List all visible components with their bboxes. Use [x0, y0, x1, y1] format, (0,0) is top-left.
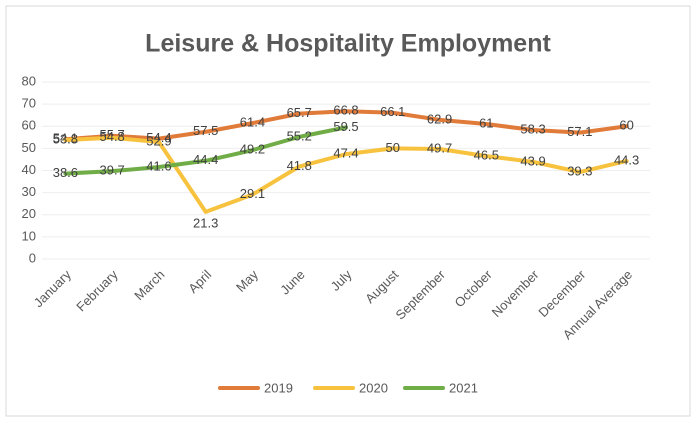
y-tick-label: 80 [22, 73, 36, 88]
data-label: 61 [479, 115, 493, 130]
legend-label: 2021 [449, 380, 478, 395]
data-label: 43.9 [520, 153, 545, 168]
y-tick-label: 20 [22, 206, 36, 221]
chart-title: Leisure & Hospitality Employment [145, 30, 551, 58]
data-label: 49.2 [240, 142, 265, 157]
y-tick-label: 40 [22, 162, 36, 177]
data-label: 46.5 [474, 148, 499, 163]
data-label: 54.8 [99, 129, 124, 144]
series-line [63, 135, 629, 214]
data-label: 65.7 [287, 105, 312, 120]
data-label: 55.2 [287, 128, 312, 143]
y-tick-label: 50 [22, 140, 36, 155]
data-label: 39.7 [99, 163, 124, 178]
legend-label: 2019 [264, 380, 293, 395]
chart-border [5, 5, 691, 417]
data-label: 50 [386, 140, 400, 155]
data-label: 61.4 [240, 115, 265, 130]
data-label: 66.1 [380, 104, 405, 119]
y-tick-label: 0 [29, 250, 36, 265]
data-label: 47.4 [333, 146, 358, 161]
data-label: 57.5 [193, 123, 218, 138]
data-label: 52.9 [146, 133, 171, 148]
data-label: 66.8 [333, 103, 358, 118]
data-label: 38.6 [53, 165, 78, 180]
series-line [63, 109, 629, 142]
data-label: 62.9 [427, 111, 452, 126]
data-label: 41.6 [146, 158, 171, 173]
data-label: 39.3 [567, 163, 592, 178]
data-label: 59.5 [333, 119, 358, 134]
legend-label: 2020 [359, 380, 388, 395]
data-label: 53.8 [53, 131, 78, 146]
data-label: 44.4 [193, 152, 218, 167]
data-label: 58.3 [520, 121, 545, 136]
data-label: 29.1 [240, 186, 265, 201]
data-label: 49.7 [427, 140, 452, 155]
y-tick-label: 70 [22, 96, 36, 111]
y-tick-label: 10 [22, 228, 36, 243]
y-tick-label: 60 [22, 118, 36, 133]
data-label: 44.3 [614, 152, 639, 167]
data-label: 41.8 [287, 158, 312, 173]
data-label: 57.1 [567, 124, 592, 139]
y-tick-label: 30 [22, 184, 36, 199]
data-label: 21.3 [193, 215, 218, 230]
series-line [63, 125, 348, 176]
data-label: 60 [619, 118, 633, 133]
